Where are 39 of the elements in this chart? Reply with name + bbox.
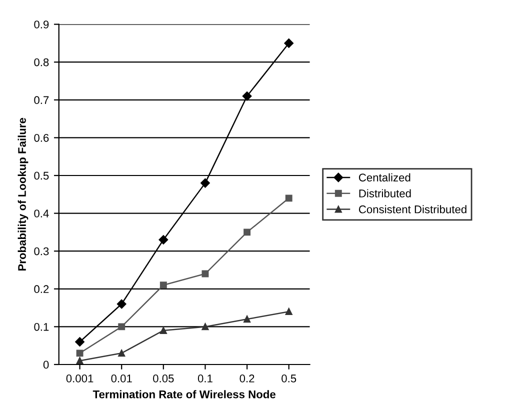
y-tick-label: 0.9 <box>34 20 49 28</box>
point <box>202 270 209 278</box>
x-axis-title: Termination Rate of Wireless Node <box>92 390 276 398</box>
y-tick-label: 0.2 <box>34 285 49 294</box>
y-tick-label: 0.3 <box>34 247 49 256</box>
legend-label: Consistent Distributed <box>358 205 466 214</box>
point <box>76 357 84 364</box>
y-tick-label: 0.4 <box>34 210 49 218</box>
point <box>75 337 84 346</box>
y-tick-label: 0.5 <box>34 172 49 180</box>
y-tick-label: 0 <box>43 360 49 369</box>
x-tick-label: 0.05 <box>153 374 174 382</box>
y-tick-label: 0.7 <box>34 96 49 104</box>
point <box>244 228 251 236</box>
point <box>160 282 167 289</box>
point <box>285 308 292 316</box>
point <box>116 299 126 309</box>
x-tick-label: 0.5 <box>282 374 296 382</box>
y-tick-label: 0.8 <box>34 58 49 66</box>
point <box>160 327 167 334</box>
point <box>202 323 209 330</box>
point <box>118 350 126 357</box>
y-tick-label: 0.1 <box>34 322 49 331</box>
legend-label: Centalized <box>358 173 410 182</box>
point <box>284 38 294 48</box>
point <box>118 323 126 330</box>
point <box>244 316 251 323</box>
point <box>285 194 292 202</box>
point <box>76 350 84 357</box>
x-tick-label: 0.01 <box>111 374 132 382</box>
x-tick-label: 0.2 <box>240 374 254 382</box>
point <box>158 235 168 244</box>
legend-label: Distributed <box>359 189 411 198</box>
y-tick-label: 0.6 <box>34 134 49 142</box>
x-tick-label: 0.001 <box>66 374 94 382</box>
x-tick-label: 0.1 <box>198 374 212 382</box>
point <box>200 178 210 188</box>
y-axis-title: Probability of Lookup Failure <box>18 118 28 271</box>
point <box>242 91 252 101</box>
